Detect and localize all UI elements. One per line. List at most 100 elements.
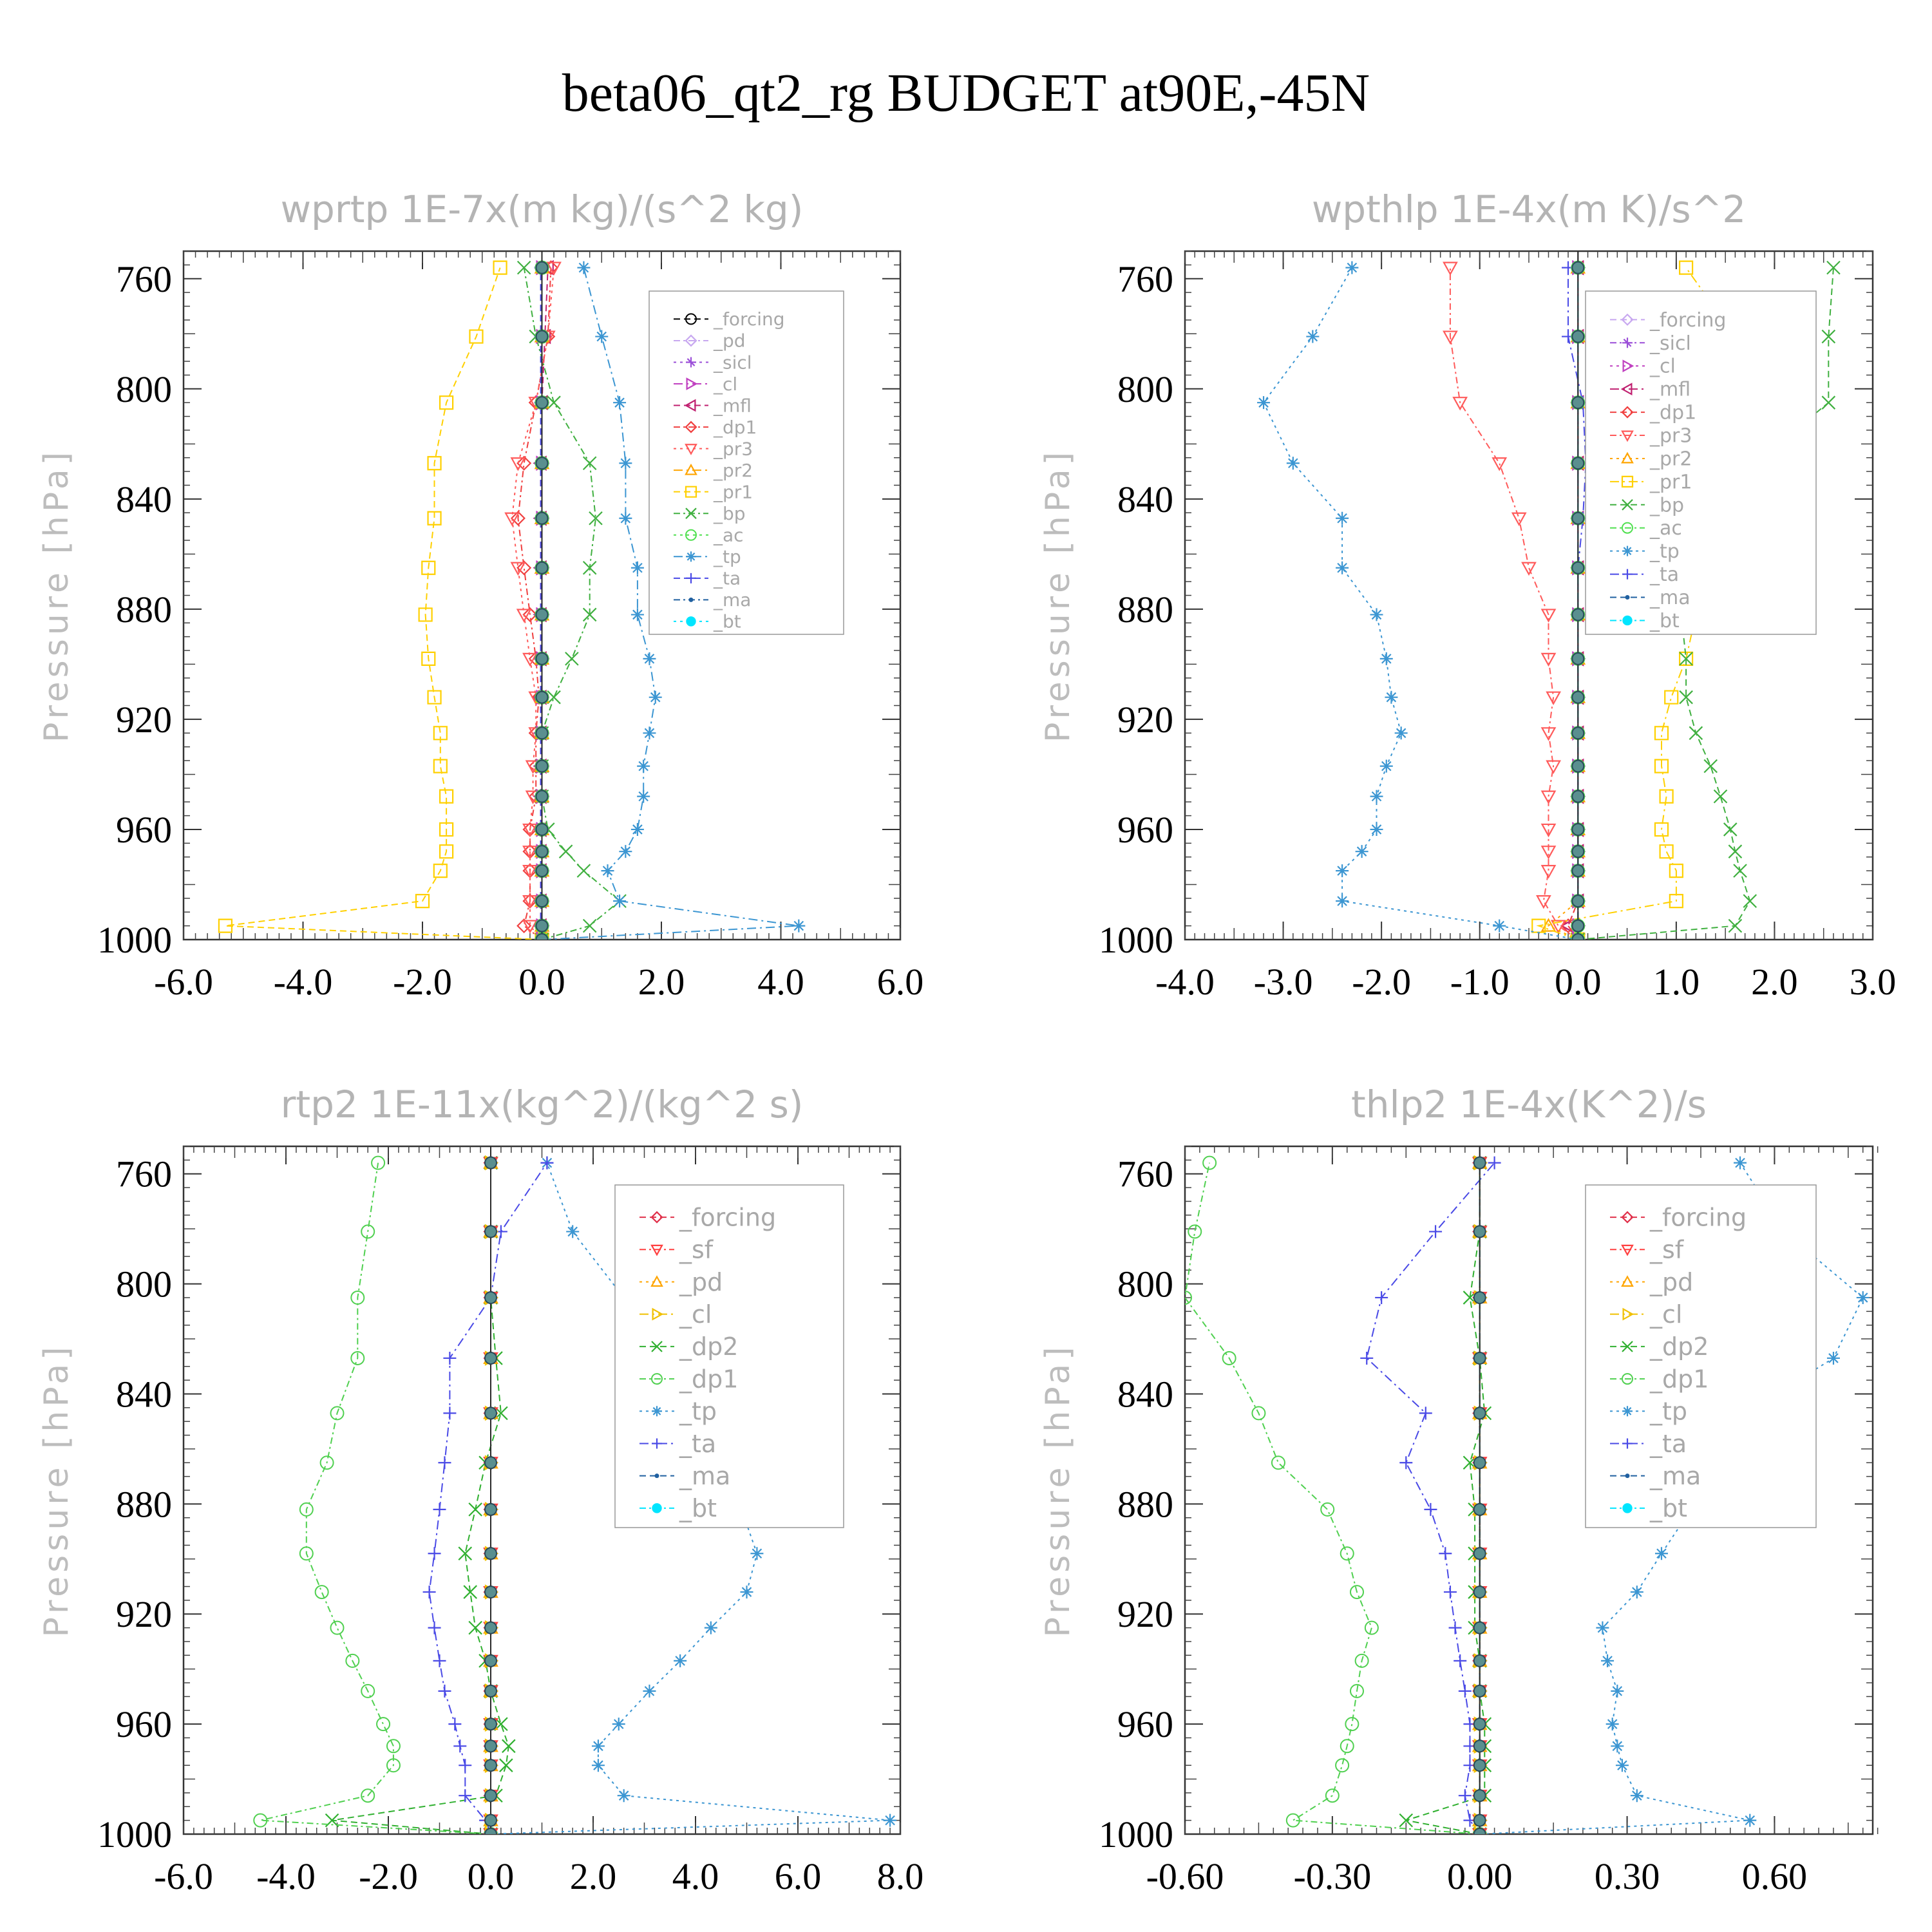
data-point: [1571, 330, 1585, 343]
legend-label: _ta: [679, 1430, 716, 1458]
data-point: [484, 1225, 497, 1238]
y-tick-label: 1000: [1099, 1814, 1173, 1855]
data-point: [1473, 1621, 1486, 1634]
y-axis-label: Pressure [hPa]: [1039, 1343, 1077, 1638]
data-point: [522, 652, 538, 667]
legend-marker: [686, 573, 696, 583]
legend-marker: [650, 1211, 663, 1224]
data-point: [547, 395, 561, 410]
data-point: [649, 690, 662, 704]
data-point: [1571, 652, 1585, 665]
data-point: [1473, 1828, 1486, 1834]
data-point: [253, 1813, 268, 1828]
data-point: [468, 1502, 482, 1517]
data-point: [453, 1739, 467, 1753]
data-point: [1669, 894, 1683, 909]
panel-title: thlp2 1E-4x(K^2)/s: [1351, 1083, 1707, 1126]
data-point: [535, 652, 549, 665]
data-point: [1336, 864, 1349, 878]
data-point: [1355, 845, 1368, 858]
data-point: [422, 1586, 436, 1599]
legend-label: _tp: [713, 546, 741, 567]
data-point: [443, 1351, 457, 1365]
series-line-tp: [1262, 267, 1578, 940]
data-point: [1429, 1225, 1443, 1238]
legend-marker: [1622, 499, 1633, 511]
legend-marker: [1625, 1473, 1630, 1479]
legend-label: _pd: [679, 1268, 723, 1296]
series-line-pr1: [225, 267, 542, 940]
legend-label: _tp: [1649, 1397, 1687, 1426]
data-point: [1424, 1502, 1437, 1516]
data-point: [1679, 260, 1694, 275]
legend-label: _cl: [1649, 1300, 1682, 1329]
x-tick-label: -4.0: [274, 961, 333, 1003]
data-point: [1571, 726, 1585, 740]
data-point: [484, 1586, 497, 1599]
data-point: [1669, 863, 1683, 878]
series-line-dp2: [1405, 1162, 1486, 1834]
data-point: [299, 1546, 314, 1561]
data-point: [1540, 864, 1557, 879]
legend: _forcing_pd_sicl_cl_mfl_dp1_pr3_pr2_pr1_…: [649, 290, 844, 635]
x-tick-label: 0.0: [1555, 961, 1602, 1003]
data-point: [469, 329, 484, 344]
legend-marker: [685, 507, 697, 519]
data-point: [1454, 1654, 1467, 1667]
x-tick-label: -3.0: [1254, 961, 1313, 1003]
x-tick-label: 0.60: [1742, 1855, 1808, 1897]
data-point: [433, 863, 448, 878]
data-point: [522, 895, 538, 909]
legend-label: _bt: [1649, 610, 1680, 632]
data-point: [1571, 561, 1585, 574]
x-tick-label: 0.0: [518, 961, 565, 1003]
data-point: [314, 1585, 329, 1600]
data-point: [415, 894, 430, 909]
data-point: [428, 1621, 441, 1634]
data-point: [630, 608, 644, 621]
data-point: [1571, 790, 1585, 803]
data-point: [535, 396, 549, 410]
series-line-ta: [1366, 1162, 1495, 1834]
data-point: [1336, 511, 1349, 525]
data-point: [1473, 1759, 1486, 1772]
legend-label: _ac: [713, 525, 744, 546]
legend-marker: [1625, 595, 1630, 600]
legend-marker: [686, 357, 696, 368]
data-point: [493, 260, 507, 275]
legend-label: _pd: [1649, 1268, 1693, 1296]
data-point: [643, 1684, 656, 1698]
data-point: [350, 1350, 365, 1365]
data-point: [582, 560, 597, 575]
data-point: [1540, 727, 1557, 741]
data-point: [535, 845, 549, 858]
legend-label: _pr1: [713, 481, 753, 502]
legend-label: _bp: [713, 503, 746, 524]
y-tick-label: 760: [1117, 1153, 1173, 1195]
data-point: [1654, 1547, 1668, 1560]
data-point: [421, 560, 436, 575]
legend-label: _forcing: [679, 1203, 776, 1231]
chart-panels: wprtp 1E-7x(m kg)/(s^2 kg) Pressure [hPa]…: [37, 187, 1896, 1897]
legend-label: _ma: [679, 1462, 730, 1490]
y-tick-label: 960: [116, 809, 172, 851]
data-point: [418, 607, 433, 622]
data-point: [591, 1759, 605, 1772]
series-line-dp1: [1185, 1162, 1480, 1834]
data-point: [617, 1789, 630, 1803]
panel-title: wprtp 1E-7x(m kg)/(s^2 kg): [281, 187, 804, 231]
legend-label: _dp2: [679, 1332, 738, 1361]
legend-marker: [685, 444, 697, 455]
data-point: [1335, 1758, 1350, 1773]
data-point: [1473, 1351, 1486, 1365]
y-axis-label: Pressure [hPa]: [37, 448, 76, 743]
data-point: [484, 1684, 497, 1698]
data-point: [577, 261, 591, 274]
data-point: [535, 561, 549, 574]
legend-marker: [685, 529, 697, 541]
series-line-tp: [490, 1162, 891, 1834]
y-tick-label: 800: [1117, 368, 1173, 410]
data-point: [1571, 396, 1585, 410]
data-point: [576, 864, 591, 878]
data-point: [448, 1718, 462, 1731]
